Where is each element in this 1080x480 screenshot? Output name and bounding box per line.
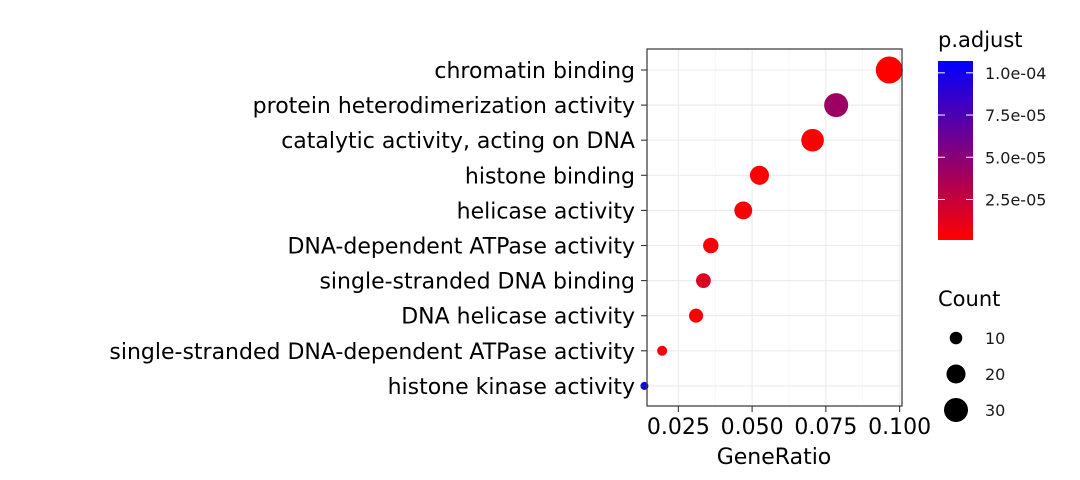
- data-point: [801, 128, 824, 152]
- y-tick-label: helicase activity: [457, 199, 635, 224]
- x-tick-label: 0.075: [794, 415, 857, 440]
- data-point: [875, 56, 903, 84]
- x-tick-label: 0.050: [721, 415, 784, 440]
- y-tick-label: catalytic activity, acting on DNA: [281, 129, 635, 154]
- data-point: [696, 273, 711, 288]
- color-bar-label: 2.5e-05: [985, 190, 1046, 209]
- color-bar-label: 1.0e-04: [985, 64, 1046, 83]
- x-tick-label: 0.100: [868, 415, 931, 440]
- color-bar-ticks: 2.5e-05 5.0e-05 7.5e-05 1.0e-04: [938, 64, 1046, 209]
- color-legend: p.adjust 2.5e-05 5.0e-05 7.5e-05 1.0e-04: [938, 28, 1046, 240]
- x-axis: 0.025 0.050 0.075 0.100: [647, 406, 931, 440]
- size-key-label: 30: [985, 401, 1005, 420]
- size-key-label: 20: [985, 365, 1005, 384]
- y-tick-label: protein heterodimerization activity: [253, 94, 635, 119]
- size-legend-keys: 10 20 30: [943, 329, 1005, 423]
- data-point: [657, 345, 668, 356]
- size-key-dot: [949, 331, 963, 345]
- data-points: [640, 56, 903, 390]
- y-tick-label: single-stranded DNA-dependent ATPase act…: [109, 340, 635, 365]
- color-legend-title: p.adjust: [938, 28, 1023, 52]
- color-bar: [938, 61, 973, 240]
- y-tick-label: DNA-dependent ATPase activity: [287, 235, 635, 260]
- data-point: [703, 237, 719, 254]
- y-tick-label: DNA helicase activity: [401, 305, 635, 330]
- size-key-dot: [943, 397, 969, 423]
- size-legend-title: Count: [938, 287, 1000, 311]
- size-key-label: 10: [985, 329, 1005, 348]
- size-key-dot: [946, 364, 966, 384]
- data-point: [824, 93, 849, 118]
- y-tick-label: histone binding: [465, 164, 635, 189]
- color-bar-label: 5.0e-05: [985, 148, 1046, 167]
- grid: [647, 49, 902, 406]
- y-tick-label: chromatin binding: [434, 59, 635, 84]
- y-tick-label: single-stranded DNA binding: [319, 270, 635, 295]
- x-tick-label: 0.025: [647, 415, 710, 440]
- data-point: [749, 165, 769, 185]
- data-point: [734, 201, 753, 220]
- y-tick-label: histone kinase activity: [388, 375, 635, 400]
- panel-border: [646, 48, 903, 407]
- x-axis-title: GeneRatio: [717, 445, 832, 470]
- size-legend: Count 10 20 30: [938, 287, 1005, 423]
- data-point: [689, 308, 704, 323]
- y-axis: chromatin binding protein heterodimerizat…: [109, 59, 647, 400]
- color-bar-label: 7.5e-05: [985, 106, 1046, 125]
